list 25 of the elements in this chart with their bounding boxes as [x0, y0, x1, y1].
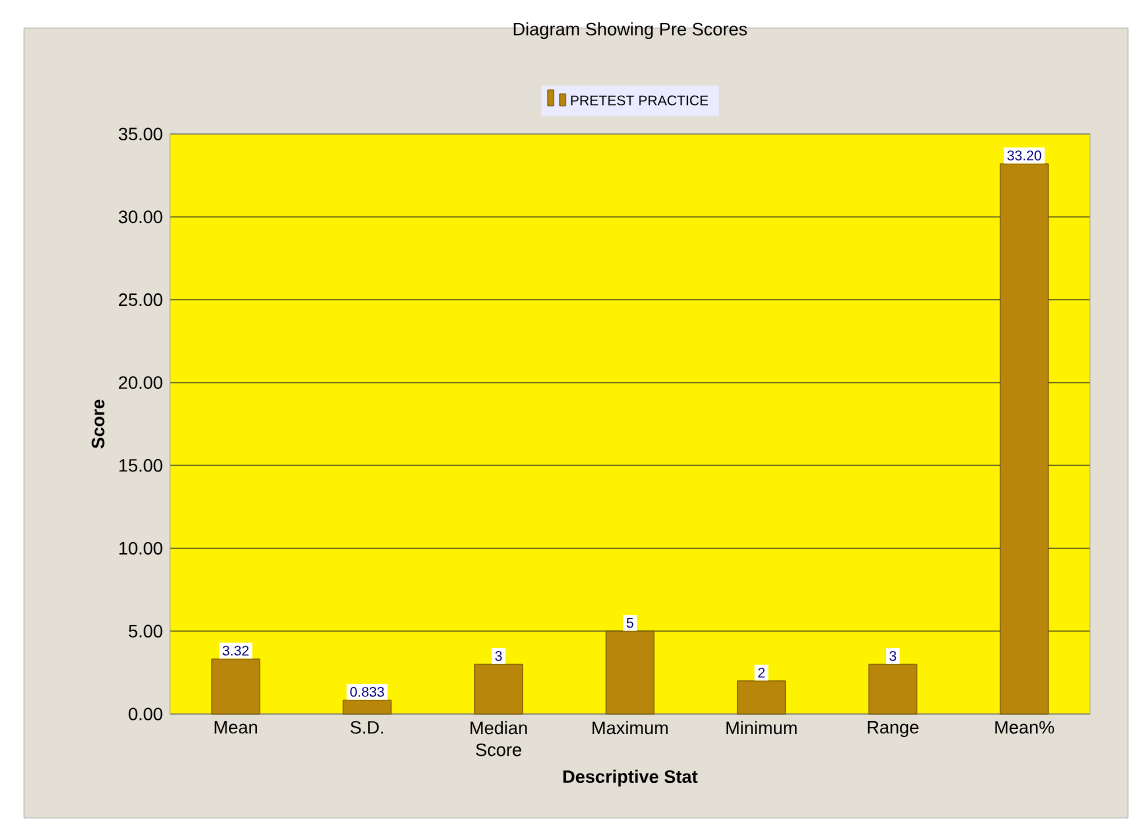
- x-tick-label: Range: [867, 721, 919, 738]
- x-tick-label: Minimum: [726, 721, 797, 735]
- x-tick-label: Maximum: [592, 721, 668, 735]
- x-tick-label: Median Score: [470, 721, 527, 757]
- bar: [474, 663, 523, 715]
- x-tick-label: Mean%: [995, 721, 1055, 734]
- bar: [868, 663, 918, 715]
- y-tick-label: 20.00: [118, 376, 163, 389]
- y-tick-label: 10.00: [119, 541, 163, 555]
- chart-title: Diagram Showing Pre Scores: [513, 22, 747, 39]
- bar: [605, 630, 655, 715]
- x-axis-title: Descriptive Stat: [563, 769, 698, 787]
- y-tick-label: 30.00: [118, 210, 163, 224]
- bar: [342, 699, 392, 715]
- y-tick-label: 5.00: [128, 624, 163, 638]
- bar: [999, 163, 1049, 715]
- y-axis-title: Score: [91, 399, 105, 449]
- y-tick-label: 15.00: [119, 459, 163, 472]
- x-tick-label: S.D.: [350, 721, 383, 734]
- bar: [737, 680, 786, 715]
- y-tick-label: 25.00: [118, 293, 163, 307]
- bar: [211, 658, 261, 715]
- y-tick-label: 0.00: [128, 707, 163, 721]
- y-tick-label: 35.00: [118, 127, 163, 141]
- x-tick-label: Mean: [214, 721, 257, 734]
